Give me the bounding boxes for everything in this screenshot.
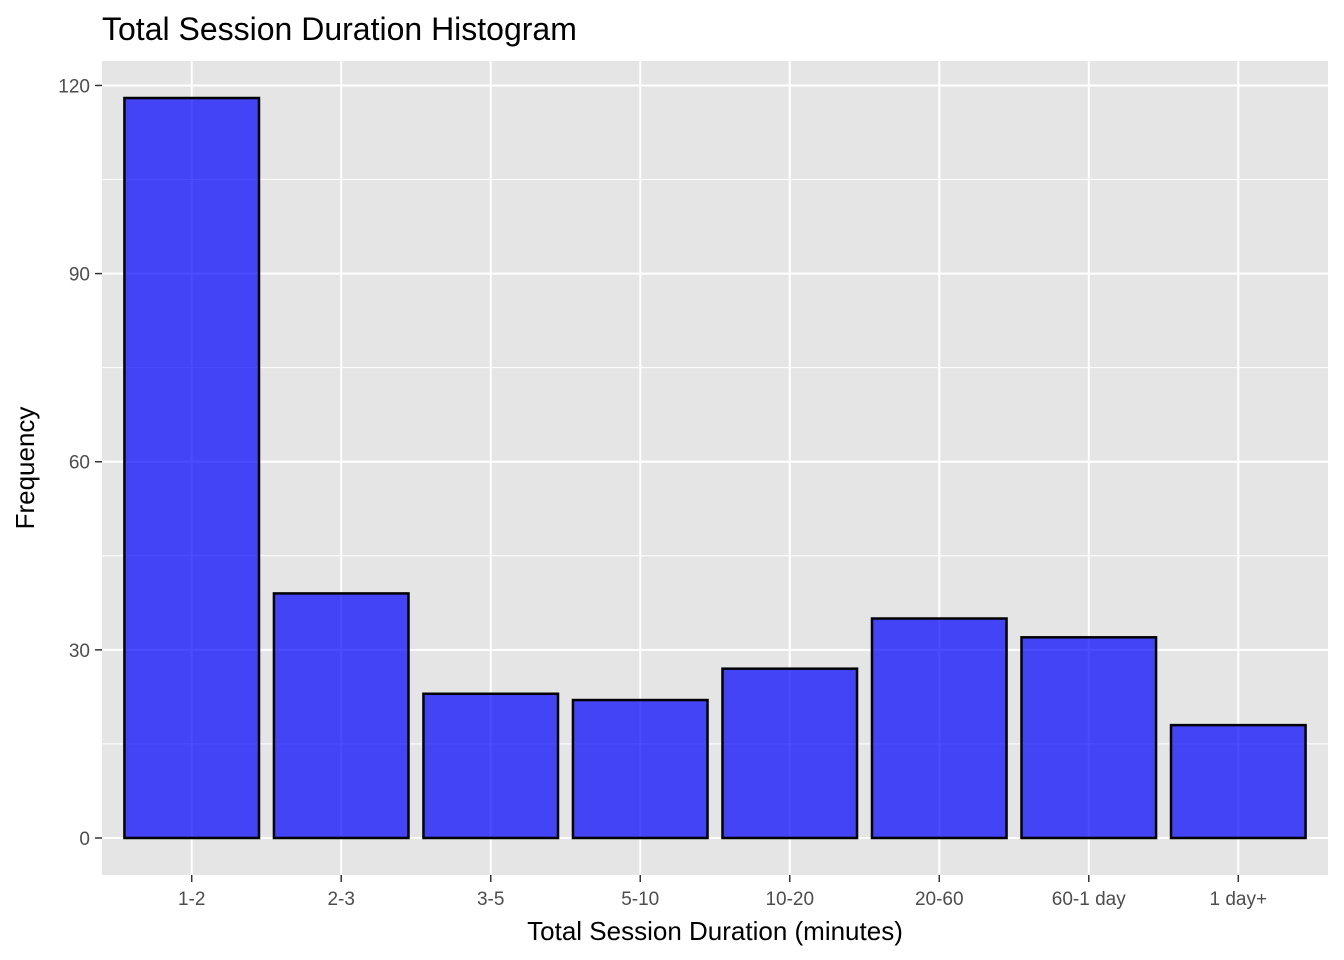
bar — [721, 667, 859, 840]
y-axis-title: Frequency — [10, 407, 40, 530]
x-tick-label: 20-60 — [915, 889, 964, 910]
x-tick-label: 5-10 — [621, 889, 659, 910]
y-tick-label: 30 — [69, 641, 90, 662]
y-axis: 0 30 60 90 120 — [58, 76, 102, 850]
x-tick-label: 1 day+ — [1210, 889, 1268, 910]
chart-title: Total Session Duration Histogram — [102, 11, 577, 47]
x-tick-label: 60-1 day — [1052, 889, 1126, 910]
bar — [1020, 636, 1158, 840]
bars — [123, 96, 1307, 840]
bar — [422, 692, 560, 840]
bar — [123, 96, 261, 840]
bar — [272, 592, 410, 840]
bar — [571, 698, 709, 840]
bar — [1169, 723, 1307, 840]
y-tick-label: 120 — [58, 76, 90, 97]
x-axis: 1-2 2-3 3-5 5-10 10-20 20-60 60-1 day 1 day+ — [178, 875, 1267, 910]
x-tick-label: 10-20 — [765, 889, 814, 910]
x-tick-label: 3-5 — [477, 889, 504, 910]
y-tick-label: 0 — [79, 829, 90, 850]
y-tick-label: 90 — [69, 265, 90, 286]
x-tick-label: 1-2 — [178, 889, 205, 910]
x-tick-label: 2-3 — [327, 889, 354, 910]
y-tick-label: 60 — [69, 453, 90, 474]
bar — [870, 617, 1008, 840]
x-axis-title: Total Session Duration (minutes) — [527, 916, 903, 946]
